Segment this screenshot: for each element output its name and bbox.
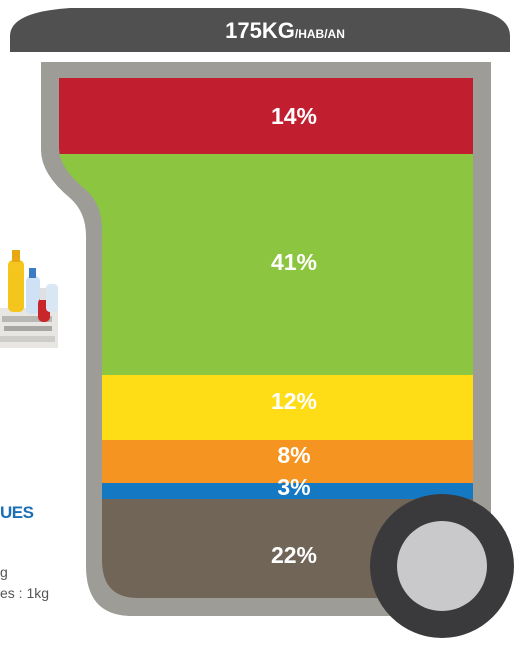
- segment-label-6: 22%: [271, 542, 317, 568]
- segment-label-1: 14%: [271, 103, 317, 129]
- segment-2: [59, 154, 473, 375]
- lid-amount: 175KG: [225, 18, 295, 43]
- segment-label-5: 3%: [277, 474, 310, 500]
- waste-items-image: [0, 250, 58, 348]
- segment-5: [59, 483, 473, 499]
- lid-label: 175KG/HAB/AN: [225, 18, 345, 43]
- bin-lid: [10, 8, 510, 52]
- info-line-2: es : 1kg: [0, 585, 50, 601]
- info-line-1: g: [0, 564, 8, 580]
- segment-label-4: 8%: [277, 442, 310, 468]
- segment-label-2: 41%: [271, 249, 317, 275]
- lid-unit: /HAB/AN: [295, 27, 345, 41]
- wheel-hub: [397, 521, 487, 611]
- segment-4: [59, 440, 473, 483]
- segment-1: [59, 78, 473, 154]
- section-heading-fragment: UES: [0, 503, 34, 522]
- segment-3: [59, 375, 473, 440]
- segment-label-3: 12%: [271, 388, 317, 414]
